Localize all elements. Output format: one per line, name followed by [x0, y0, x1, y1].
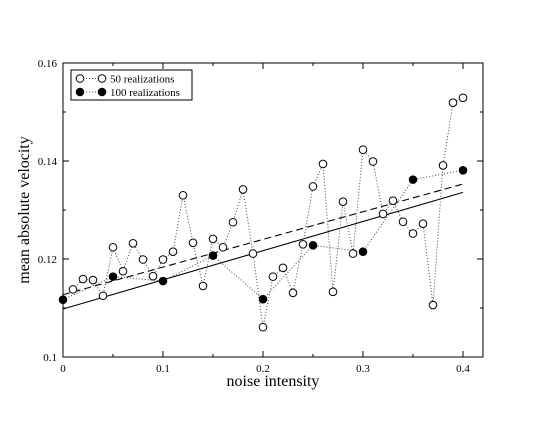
data-point-filled: [108, 272, 118, 281]
fit-line-solid: [62, 191, 464, 310]
y-tick-label: 0.1: [43, 352, 57, 364]
legend-label-50: 50 realizations: [110, 74, 174, 86]
data-point-open: [218, 242, 228, 252]
data-point-filled: [308, 240, 318, 250]
data-point-open: [148, 271, 158, 281]
data-point-open: [378, 209, 388, 219]
fit-lines: [62, 183, 464, 310]
data-point-open: [238, 185, 248, 194]
x-tick-label: 0.3: [356, 363, 370, 375]
data-point-open: [228, 217, 238, 227]
data-point-open: [88, 275, 98, 285]
data-point-open: [308, 182, 318, 191]
data-point-open: [418, 219, 428, 229]
x-tick-label: 0.1: [156, 363, 170, 375]
data-point-open: [408, 229, 418, 238]
series-line-1: [72, 97, 464, 328]
data-point-open: [108, 242, 118, 252]
series-group: [58, 93, 468, 332]
data-point-open: [368, 157, 378, 166]
data-point-open: [388, 196, 398, 205]
data-point-open: [258, 322, 268, 332]
x-tick-label: 0: [60, 363, 66, 375]
data-point-open: [448, 98, 458, 107]
data-point-open: [138, 255, 148, 264]
data-point-open: [298, 240, 308, 249]
data-point-open: [438, 161, 448, 170]
data-point-open: [288, 288, 298, 298]
y-tick-label: 0.12: [38, 254, 57, 266]
data-point-filled: [358, 247, 368, 256]
data-point-open: [268, 272, 278, 281]
y-axis-label: mean absolute velocity: [16, 136, 33, 284]
series-line-2: [62, 169, 464, 301]
data-point-open: [128, 239, 138, 248]
plot-frame: [62, 62, 484, 358]
x-tick-label: 0.2: [256, 363, 270, 375]
data-point-open: [178, 191, 188, 200]
data-point-open: [98, 291, 108, 301]
data-point-open: [198, 281, 208, 291]
data-point-open: [338, 197, 348, 206]
data-point-open: [118, 266, 128, 276]
y-tick-label: 0.14: [38, 156, 58, 168]
data-point-filled: [208, 251, 218, 260]
x-axis-label: noise intensity: [227, 373, 320, 390]
legend-label-100: 100 realizations: [110, 87, 180, 99]
legend-marker-100-right: [97, 87, 107, 97]
data-point-filled: [408, 175, 418, 184]
data-point-open: [458, 93, 468, 103]
data-point-open: [68, 285, 78, 294]
data-point-filled: [158, 276, 168, 286]
data-point-open: [358, 145, 368, 155]
legend-marker-50-right: [97, 74, 107, 83]
data-point-open: [158, 255, 168, 264]
data-point-open: [328, 287, 338, 297]
data-point-open: [208, 234, 218, 244]
tick-labels: 0 0.1 0.2 0.3 0.40.10.120.140.16: [38, 58, 471, 375]
data-point-open: [398, 217, 408, 227]
legend-box: [70, 69, 193, 101]
data-point-open: [248, 249, 258, 258]
data-point-filled: [458, 166, 468, 175]
data-point-filled: [258, 294, 268, 304]
data-point-open: [278, 263, 288, 273]
fit-line-dashed: [62, 183, 464, 296]
data-point-open: [188, 238, 198, 248]
data-point-open: [318, 159, 328, 169]
data-point-open: [428, 300, 438, 310]
legend-marker-50-left: [75, 74, 85, 83]
data-point-open: [78, 274, 88, 284]
legend-marker-100-left: [75, 87, 85, 97]
axis-ticks: [62, 62, 483, 358]
data-point-open: [168, 247, 178, 256]
x-tick-label: 0.4: [456, 363, 470, 375]
data-point-open: [348, 249, 358, 258]
y-tick-label: 0.16: [38, 58, 58, 70]
legend: 50 realizations 100 realizations: [70, 69, 193, 101]
